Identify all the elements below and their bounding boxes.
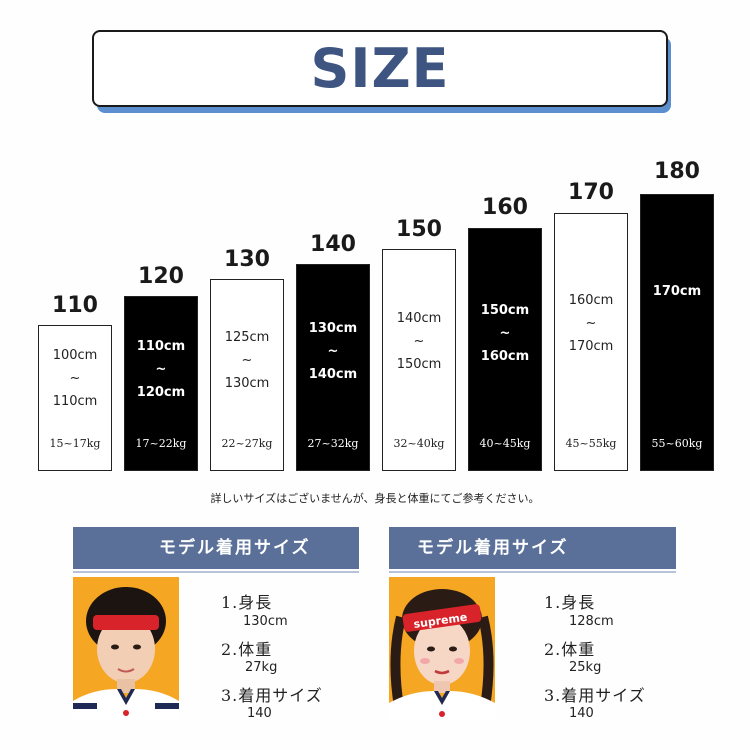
model-card-1: モデル着用サイズ 1.身長 130cm 2.体重 27kg <box>73 527 359 737</box>
height-range-end: 170cm <box>568 339 614 354</box>
height-range-start: 110cm <box>136 339 186 354</box>
size-label: 180 <box>654 159 700 184</box>
height-range-end: 130cm <box>224 376 270 391</box>
size-bar: 150cm ~ 160cm 40~45kg <box>468 228 542 471</box>
height-range-end: 120cm <box>136 385 186 400</box>
height-range-tilde: ~ <box>327 344 339 359</box>
weight-range: 55~60kg <box>651 437 703 450</box>
model-weight-value: 25kg <box>569 660 602 675</box>
size-bar: 125cm ~ 130cm 22~27kg <box>210 279 284 471</box>
model-size-value: 140 <box>569 706 594 721</box>
weight-range: 15~17kg <box>49 437 101 450</box>
model-size-value: 140 <box>247 706 272 721</box>
height-range-end: 160cm <box>480 349 530 364</box>
height-range-start: 140cm <box>396 311 442 326</box>
model-card-header: モデル着用サイズ <box>389 527 676 569</box>
size-bar: 160cm ~ 170cm 45~55kg <box>554 213 628 471</box>
header-divider <box>389 571 676 573</box>
size-bar: 110cm ~ 120cm 17~22kg <box>124 296 198 471</box>
model-boy-illustration <box>73 577 179 721</box>
header-divider <box>73 571 359 573</box>
size-label: 170 <box>568 180 614 205</box>
model-height-value: 130cm <box>243 614 288 629</box>
model-photo: supreme <box>389 577 495 721</box>
model-size-key: 3.着用サイズ <box>544 686 646 705</box>
weight-range: 45~55kg <box>565 437 617 450</box>
model-card-2: モデル着用サイズ supreme <box>389 527 676 737</box>
height-range-start: 150cm <box>480 303 530 318</box>
size-label: 160 <box>482 195 528 220</box>
model-height-key: 1.身長 <box>221 593 273 612</box>
height-range-tilde: ~ <box>585 316 597 331</box>
model-height-value: 128cm <box>569 614 614 629</box>
height-range-tilde: ~ <box>499 326 511 341</box>
size-label: 140 <box>310 232 356 257</box>
height-range-tilde: ~ <box>155 362 167 377</box>
size-note: 詳しいサイズはございませんが、身長と体重にてご参考ください。 <box>210 492 540 505</box>
height-range-end: 110cm <box>52 394 98 409</box>
model-card-header: モデル着用サイズ <box>73 527 359 569</box>
size-label: 150 <box>396 217 442 242</box>
size-bar: 100cm ~ 110cm 15~17kg <box>38 325 112 471</box>
model-girl-illustration: supreme <box>389 577 495 721</box>
height-range-tilde: ~ <box>69 371 81 386</box>
title-banner: SIZE <box>92 30 668 107</box>
height-range-start: 170cm <box>652 284 702 299</box>
size-label: 130 <box>224 247 270 272</box>
model-card-heading: モデル着用サイズ <box>159 538 311 558</box>
height-range-end: 140cm <box>308 367 358 382</box>
model-weight-key: 2.体重 <box>544 640 596 659</box>
model-size-key: 3.着用サイズ <box>221 686 323 705</box>
size-label: 120 <box>138 264 184 289</box>
height-range-tilde: ~ <box>241 353 253 368</box>
height-range-start: 160cm <box>568 293 614 308</box>
height-range-start: 130cm <box>308 321 358 336</box>
height-range-end: 150cm <box>396 357 442 372</box>
weight-range: 27~32kg <box>307 437 359 450</box>
model-weight-key: 2.体重 <box>221 640 273 659</box>
weight-range: 17~22kg <box>135 437 187 450</box>
weight-range: 32~40kg <box>393 437 445 450</box>
model-height-key: 1.身長 <box>544 593 596 612</box>
model-card-heading: モデル着用サイズ <box>417 538 569 558</box>
weight-range: 40~45kg <box>479 437 531 450</box>
size-bar: 170cm 55~60kg <box>640 194 714 471</box>
page-title: SIZE <box>310 37 450 100</box>
model-photo <box>73 577 179 721</box>
height-range-start: 125cm <box>224 330 270 345</box>
size-bar: 140cm ~ 150cm 32~40kg <box>382 249 456 471</box>
model-weight-value: 27kg <box>245 660 278 675</box>
height-range-tilde: ~ <box>413 334 425 349</box>
size-label: 110 <box>52 293 98 318</box>
weight-range: 22~27kg <box>221 437 273 450</box>
height-range-start: 100cm <box>52 348 98 363</box>
size-bar: 130cm ~ 140cm 27~32kg <box>296 264 370 471</box>
